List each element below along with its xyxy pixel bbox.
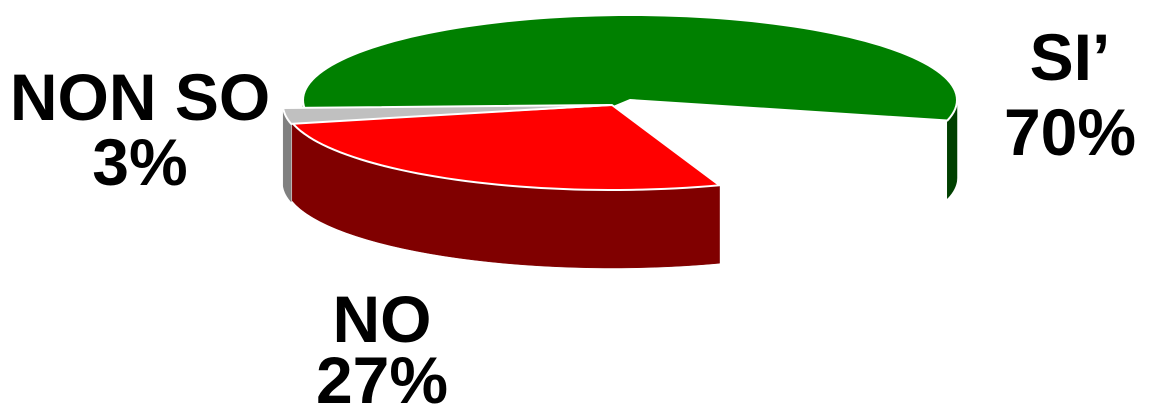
label-category-si: SI’ bbox=[1030, 20, 1111, 94]
label-category-non-so: NON SO bbox=[10, 60, 270, 134]
label-value-si: 70% bbox=[1004, 95, 1136, 169]
slice-no bbox=[291, 104, 721, 191]
label-value-non-so: 3% bbox=[92, 125, 187, 199]
label-category-no: NO bbox=[333, 282, 432, 356]
label-value-no: 27% bbox=[316, 343, 448, 412]
slice-non-so bbox=[282, 104, 611, 125]
